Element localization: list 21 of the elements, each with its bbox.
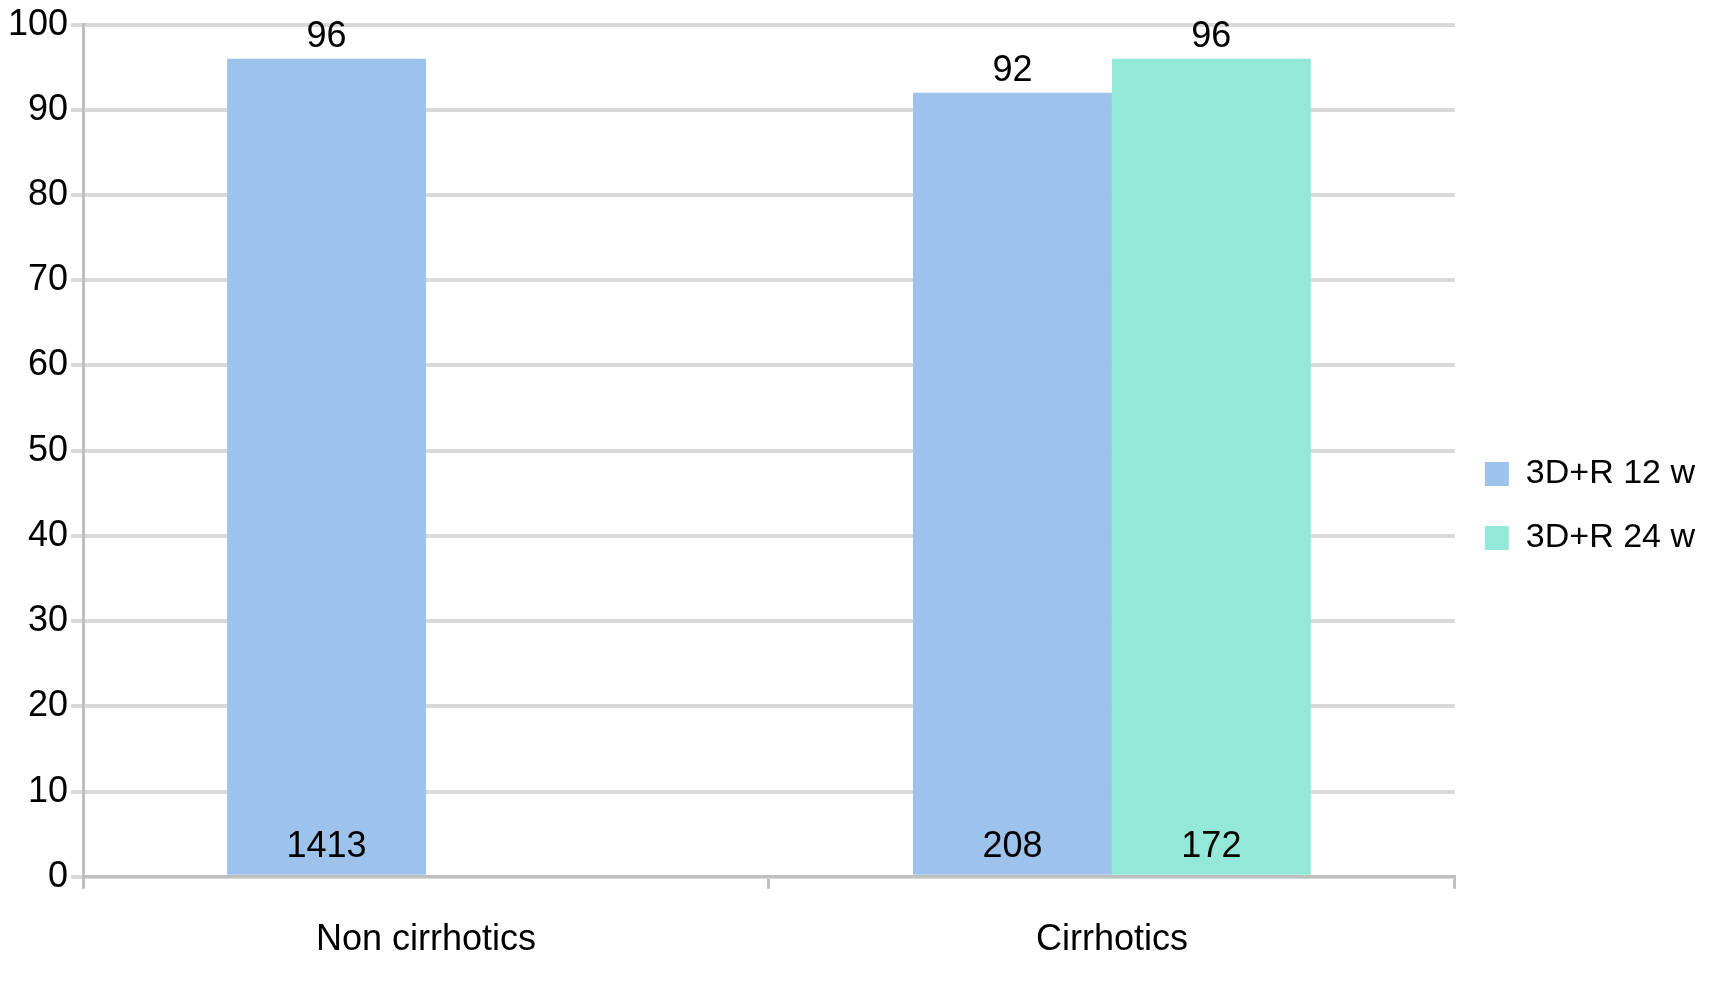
- y-tick-label: 50: [28, 427, 69, 469]
- y-tick-label: 80: [28, 171, 69, 213]
- y-tick-label: 20: [28, 683, 69, 725]
- legend-label: 3D+R 24 w: [1525, 516, 1696, 555]
- y-tick-label: 30: [28, 598, 69, 640]
- data-label: 96: [1191, 13, 1232, 55]
- x-tick-label: Cirrhotics: [1035, 917, 1188, 959]
- y-tick-label: 0: [48, 853, 69, 895]
- annotation: 172: [1181, 823, 1242, 865]
- y-tick-label: 90: [28, 86, 69, 128]
- data-label: 96: [306, 13, 347, 55]
- legend-label: 3D+R 12 w: [1525, 452, 1696, 491]
- annotation: 1413: [286, 823, 367, 865]
- y-tick-label: 70: [28, 257, 69, 299]
- y-tick-label: 100: [7, 1, 69, 43]
- data-label: 92: [992, 47, 1033, 89]
- y-tick-label: 60: [28, 342, 69, 384]
- y-tick-label: 40: [28, 512, 69, 554]
- x-tick-label: Non cirrhotics: [315, 917, 537, 959]
- y-tick-label: 10: [28, 768, 69, 810]
- annotation: 208: [982, 823, 1043, 865]
